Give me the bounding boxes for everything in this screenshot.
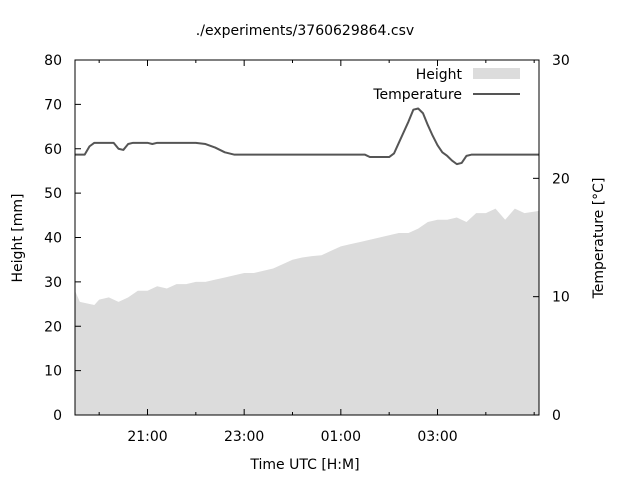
y-left-tick-label: 20	[44, 319, 62, 335]
plot-area	[75, 107, 539, 415]
y-right-tick-label: 10	[552, 290, 570, 306]
legend: Height Temperature	[372, 67, 520, 103]
x-axis-label: Time UTC [H:M]	[249, 457, 359, 473]
legend-swatch-height	[473, 68, 520, 79]
chart-title: ./experiments/3760629864.csv	[196, 23, 414, 39]
y-left-tick-label: 50	[44, 186, 62, 202]
x-axis: 21:00 23:00 01:00 03:00	[98, 60, 535, 445]
temperature-line	[75, 107, 539, 166]
y-right-tick-label: 30	[552, 53, 570, 69]
y-axis-right: 0 10 20 30	[533, 53, 570, 424]
y-left-tick-label: 0	[53, 408, 62, 424]
y-axis-right-label: Temperature [°C]	[591, 178, 607, 300]
x-tick-label: 01:00	[321, 429, 361, 445]
height-area	[75, 208, 539, 415]
y-left-tick-label: 40	[44, 231, 62, 247]
legend-label-height: Height	[416, 67, 463, 83]
x-tick-label: 23:00	[224, 429, 264, 445]
y-left-tick-label: 60	[44, 142, 62, 158]
y-left-tick-label: 80	[44, 53, 62, 69]
y-left-tick-label: 10	[44, 364, 62, 380]
y-axis-left: 0 10 20 30 40 50 60 70 80	[44, 53, 81, 424]
y-left-tick-label: 70	[44, 97, 62, 113]
legend-label-temperature: Temperature	[372, 87, 462, 103]
x-tick-label: 21:00	[127, 429, 167, 445]
y-left-tick-label: 30	[44, 275, 62, 291]
y-right-tick-label: 0	[552, 408, 561, 424]
x-tick-label: 03:00	[417, 429, 457, 445]
y-right-tick-label: 20	[552, 171, 570, 187]
y-axis-left-label: Height [mm]	[10, 194, 26, 283]
